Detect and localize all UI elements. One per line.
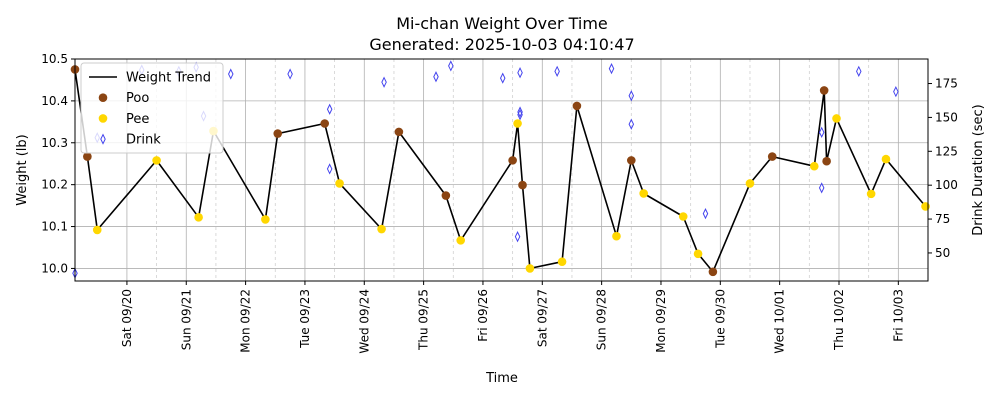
drink-marker [433, 71, 439, 83]
y2-tick-label: 125 [935, 144, 958, 158]
poo-marker [819, 86, 829, 95]
y2-tick-label: 75 [935, 212, 950, 226]
plot-frame [74, 58, 929, 282]
pee-marker [866, 189, 876, 199]
pee-marker [639, 189, 648, 198]
legend-pee-label: Pee [126, 112, 149, 127]
drink-marker [856, 65, 862, 77]
pee-marker [152, 156, 161, 165]
x-tick-label: Wed 10/01 [773, 289, 787, 354]
pee-marker [335, 179, 344, 188]
pee-marker [881, 154, 891, 164]
drink-marker [326, 103, 333, 115]
x-tick-label: Sun 09/28 [595, 289, 609, 350]
legend-drink-swatch [100, 133, 106, 145]
y2-tick-label: 50 [935, 246, 950, 260]
drink-marker [326, 163, 333, 175]
legend-box [80, 62, 224, 154]
drink-marker [381, 76, 387, 88]
x-tick-label: Fri 09/26 [476, 289, 490, 342]
drink-marker [499, 72, 506, 84]
y2-tick-label: 150 [935, 110, 958, 124]
drink-marker [228, 68, 234, 80]
x-tick-label: Sun 09/21 [179, 289, 193, 350]
legend-poo-label: Poo [126, 91, 149, 106]
pee-marker [557, 257, 567, 267]
pee-marker [194, 213, 203, 222]
drink-marker [448, 60, 454, 72]
drink-marker [608, 62, 615, 75]
drink-marker [702, 208, 709, 220]
marker-series [70, 60, 930, 279]
y-tick-label: 10.0 [41, 261, 68, 275]
drink-marker [287, 68, 293, 80]
poo-marker [320, 119, 330, 128]
drink-marker [818, 126, 825, 138]
x-tick-label: Sat 09/27 [535, 289, 549, 347]
y-tick-label: 10.4 [41, 94, 68, 108]
pee-marker [921, 202, 930, 211]
x-tick-label: Thu 09/25 [417, 289, 431, 351]
x-tick-label: Wed 09/24 [357, 289, 371, 354]
pee-marker [513, 119, 522, 128]
poo-marker [508, 156, 517, 165]
y-tick-label: 10.2 [41, 178, 68, 192]
y-tick-label: 10.3 [41, 136, 68, 150]
pee-marker [456, 236, 466, 245]
drink-marker [517, 106, 523, 118]
poo-marker [83, 152, 92, 161]
pee-marker [832, 114, 841, 123]
y-tick-label: 10.1 [41, 220, 68, 234]
poo-marker [518, 180, 527, 190]
legend-pee-swatch [98, 114, 108, 123]
y2-tick-label: 100 [935, 178, 958, 192]
pee-marker [377, 224, 386, 234]
x-tick-label: Sat 09/20 [120, 289, 134, 347]
pee-marker [745, 179, 755, 188]
legend: Weight Trend Poo Pee Drink [80, 62, 224, 154]
y-axis-label: Weight (lb) [15, 134, 30, 205]
drink-marker [517, 67, 523, 79]
drink-marker [628, 118, 635, 130]
x-axis-label: Time [485, 371, 518, 386]
y-tick-label: 10.5 [41, 52, 68, 66]
drink-marker [893, 86, 899, 98]
pee-marker [612, 231, 621, 241]
poo-marker [627, 156, 636, 165]
x-tick-label: Fri 10/03 [891, 289, 905, 342]
pee-marker [92, 225, 102, 235]
x-tick-label: Mon 09/29 [654, 289, 668, 353]
legend-weight-trend-label: Weight Trend [126, 71, 211, 86]
poo-marker [572, 101, 582, 111]
poo-marker [767, 152, 777, 161]
y2-tick-label: 175 [935, 77, 958, 91]
poo-marker [708, 267, 718, 277]
chart-title: Mi-chan Weight Over Time [396, 14, 608, 33]
poo-marker [273, 129, 283, 138]
pee-marker [525, 264, 535, 273]
poo-marker [822, 156, 831, 166]
drink-marker [628, 90, 635, 102]
y2-axis-label: Drink Duration (sec) [971, 104, 986, 236]
pee-marker [261, 215, 270, 224]
axes: Sat 09/20 Sun 09/21 Mon 09/22 Tue 09/23 Wed … [41, 52, 958, 354]
drink-marker [818, 182, 825, 194]
x-tick-label: Tue 09/30 [713, 289, 727, 349]
drink-marker [554, 65, 560, 77]
grid [75, 58, 928, 281]
x-tick-label: Tue 09/23 [298, 289, 312, 349]
pee-marker [678, 212, 688, 221]
drink-marker [517, 109, 523, 121]
x-tick-label: Mon 09/22 [239, 289, 253, 353]
chart-subtitle: Generated: 2025-10-03 04:10:47 [369, 35, 634, 54]
x-tick-label: Thu 10/02 [832, 289, 846, 351]
drink-marker [514, 231, 521, 243]
poo-marker [441, 191, 451, 200]
pee-marker [809, 161, 819, 171]
legend-drink-label: Drink [126, 133, 161, 148]
legend-poo-swatch [98, 93, 108, 102]
poo-marker [394, 127, 404, 137]
pee-marker [693, 249, 703, 259]
